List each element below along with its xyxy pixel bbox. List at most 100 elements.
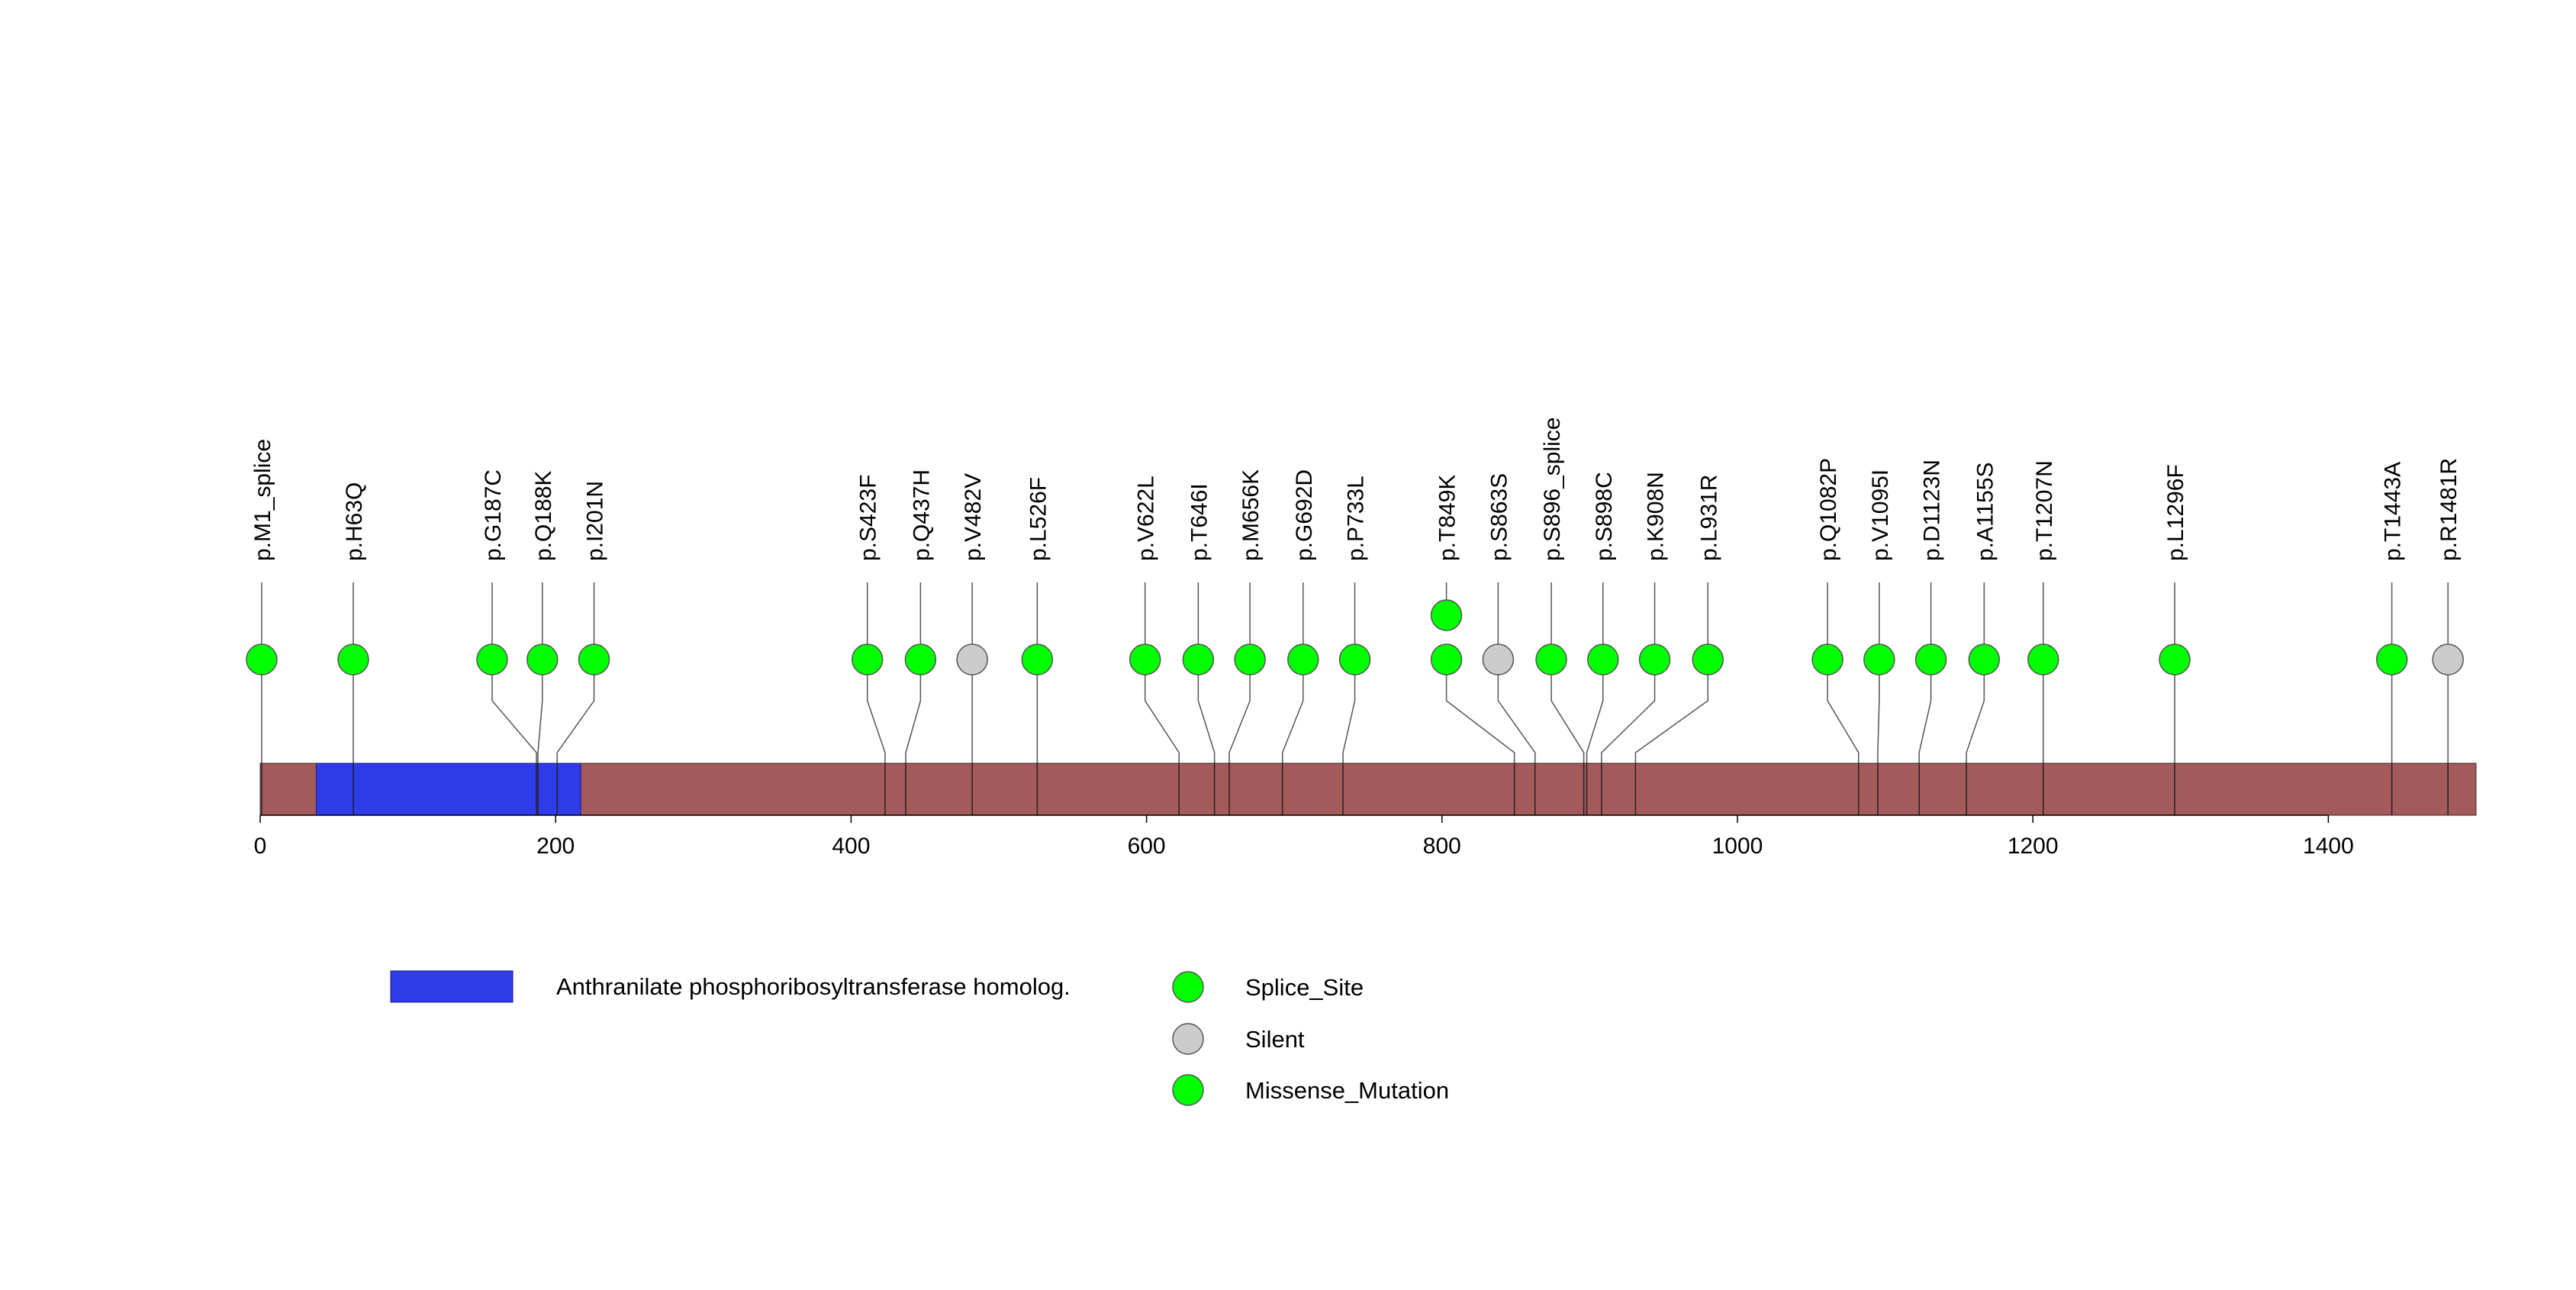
- mutation-circle[interactable]: [1692, 643, 1724, 676]
- mutation-circle[interactable]: [1430, 599, 1463, 631]
- mutation-label: p.T1207N: [2032, 460, 2057, 561]
- mutation-stems: [261, 582, 2449, 763]
- mutation-label: p.R1481R: [2436, 458, 2462, 561]
- mutation-stem: [1228, 660, 1251, 763]
- mutation-circle[interactable]: [2027, 643, 2059, 676]
- legend-domain-label: Anthranilate phosphoribosyltransferase h…: [556, 973, 1071, 1000]
- mutation-circle[interactable]: [956, 643, 988, 676]
- mutation-label: p.K908N: [1644, 472, 1669, 561]
- legend-domain-swatch: [390, 970, 514, 1003]
- mutation-circle[interactable]: [1968, 643, 2001, 676]
- mutation-label: p.S863S: [1486, 473, 1512, 561]
- mutation-circle[interactable]: [2159, 643, 2191, 676]
- legend-splice-site-label: Splice_Site: [1245, 974, 1364, 1001]
- mutation-label: p.Q437H: [909, 469, 934, 561]
- mutation-label: p.Q1082P: [1816, 458, 1841, 561]
- mutation-stem: [1634, 660, 1709, 763]
- mutation-circle[interactable]: [578, 643, 610, 676]
- mutation-circle[interactable]: [1287, 643, 1319, 676]
- mutation-circle[interactable]: [1129, 643, 1161, 676]
- mutation-label: p.S898C: [1592, 472, 1617, 561]
- mutation-stem: [905, 660, 922, 763]
- mutation-label: p.M656K: [1238, 469, 1264, 561]
- protein-backbone: [259, 763, 2477, 816]
- mutation-label: p.V622L: [1134, 476, 1159, 561]
- mutation-label: p.H63Q: [342, 482, 367, 561]
- mutation-circle[interactable]: [526, 643, 559, 676]
- legend-splice-site-marker: [1172, 971, 1204, 1003]
- protein-track: [259, 763, 2477, 816]
- mutation-circle[interactable]: [1021, 643, 1054, 676]
- legend-silent-marker: [1172, 1023, 1204, 1055]
- mutation-circle[interactable]: [1182, 643, 1215, 676]
- mutation-circle[interactable]: [851, 643, 884, 676]
- mutation-label: p.A1155S: [1972, 462, 1998, 561]
- mutation-stem: [556, 660, 595, 763]
- mutation-stem: [1601, 660, 1656, 763]
- mutation-stem: [1197, 660, 1216, 763]
- x-tick-label: 0: [254, 834, 267, 859]
- mutation-label: p.M1_splice: [250, 439, 275, 561]
- mutation-circle[interactable]: [1234, 643, 1266, 676]
- mutation-label: p.G187C: [481, 469, 506, 561]
- mutation-circle[interactable]: [246, 643, 278, 676]
- mutation-circle[interactable]: [1338, 643, 1371, 676]
- mutation-circle[interactable]: [476, 643, 508, 676]
- mutation-stem: [1877, 660, 1880, 763]
- legend-silent-label: Silent: [1245, 1026, 1305, 1053]
- mutation-stem: [1144, 660, 1180, 763]
- x-axis: 0 200 400 600 800 1000 1200 1400: [254, 814, 2354, 859]
- mutation-circle[interactable]: [1430, 643, 1463, 676]
- mutation-circle[interactable]: [1535, 643, 1567, 676]
- mutation-stem: [1445, 660, 1515, 763]
- mutation-label: p.V482V: [961, 473, 986, 561]
- mutation-stem: [1966, 660, 1985, 763]
- mutation-labels: p.M1_splice p.H63Q p.G187C p.Q188K p.I201N p.…: [250, 418, 2462, 561]
- mutation-stem: [1586, 660, 1604, 763]
- mutation-stem: [1827, 660, 1860, 763]
- mutation-label: p.L931R: [1696, 475, 1721, 561]
- mutation-circle[interactable]: [904, 643, 937, 676]
- x-tick-label: 400: [832, 834, 870, 859]
- legend-missense-marker: [1172, 1074, 1204, 1106]
- mutation-stem: [1918, 660, 1932, 763]
- mutation-stem: [1497, 660, 1536, 763]
- mutation-circle[interactable]: [2432, 643, 2464, 676]
- x-tick-label: 800: [1423, 834, 1461, 859]
- x-tick-label: 1000: [1712, 834, 1763, 859]
- domain-mutation-markers: [261, 763, 2449, 815]
- mutation-stem: [1550, 660, 1585, 763]
- mutation-label: p.V1095I: [1868, 469, 1893, 561]
- mutation-label: p.T646I: [1187, 483, 1212, 561]
- mutation-circle[interactable]: [1587, 643, 1619, 676]
- mutation-circle[interactable]: [1482, 643, 1515, 676]
- mutation-label: p.S423F: [856, 475, 881, 561]
- mutation-label: p.I201N: [583, 481, 608, 561]
- mutation-label: p.Q188K: [531, 471, 556, 561]
- mutation-label: p.G692D: [1292, 469, 1317, 561]
- mutation-circle[interactable]: [1914, 643, 1947, 676]
- mutation-label: p.D1123N: [1920, 460, 1945, 561]
- mutation-circle[interactable]: [1638, 643, 1671, 676]
- mutation-stem: [1342, 660, 1356, 763]
- mutation-stem: [1281, 660, 1304, 763]
- mutation-label: p.S896_splice: [1540, 418, 1565, 561]
- mutation-circle[interactable]: [1863, 643, 1895, 676]
- mutation-stem: [537, 660, 543, 763]
- mutation-circle[interactable]: [2375, 643, 2408, 676]
- mutation-label: p.L1296F: [2163, 464, 2188, 561]
- legend: Anthranilate phosphoribosyltransferase h…: [390, 970, 1449, 1106]
- mutation-label: p.P733L: [1344, 476, 1369, 561]
- domain-0: [316, 763, 581, 816]
- mutation-stem: [491, 660, 537, 763]
- x-tick-label: 200: [536, 834, 575, 859]
- mutation-circles: [246, 599, 2464, 676]
- x-tick-label: 1200: [2008, 834, 2059, 859]
- mutation-circle[interactable]: [337, 643, 369, 676]
- mutation-label: p.T849K: [1435, 475, 1460, 561]
- mutation-label: p.T1443A: [2381, 462, 2406, 561]
- x-tick-label: 600: [1128, 834, 1166, 859]
- x-tick-label: 1400: [2303, 834, 2354, 859]
- mutation-circle[interactable]: [1811, 643, 1843, 676]
